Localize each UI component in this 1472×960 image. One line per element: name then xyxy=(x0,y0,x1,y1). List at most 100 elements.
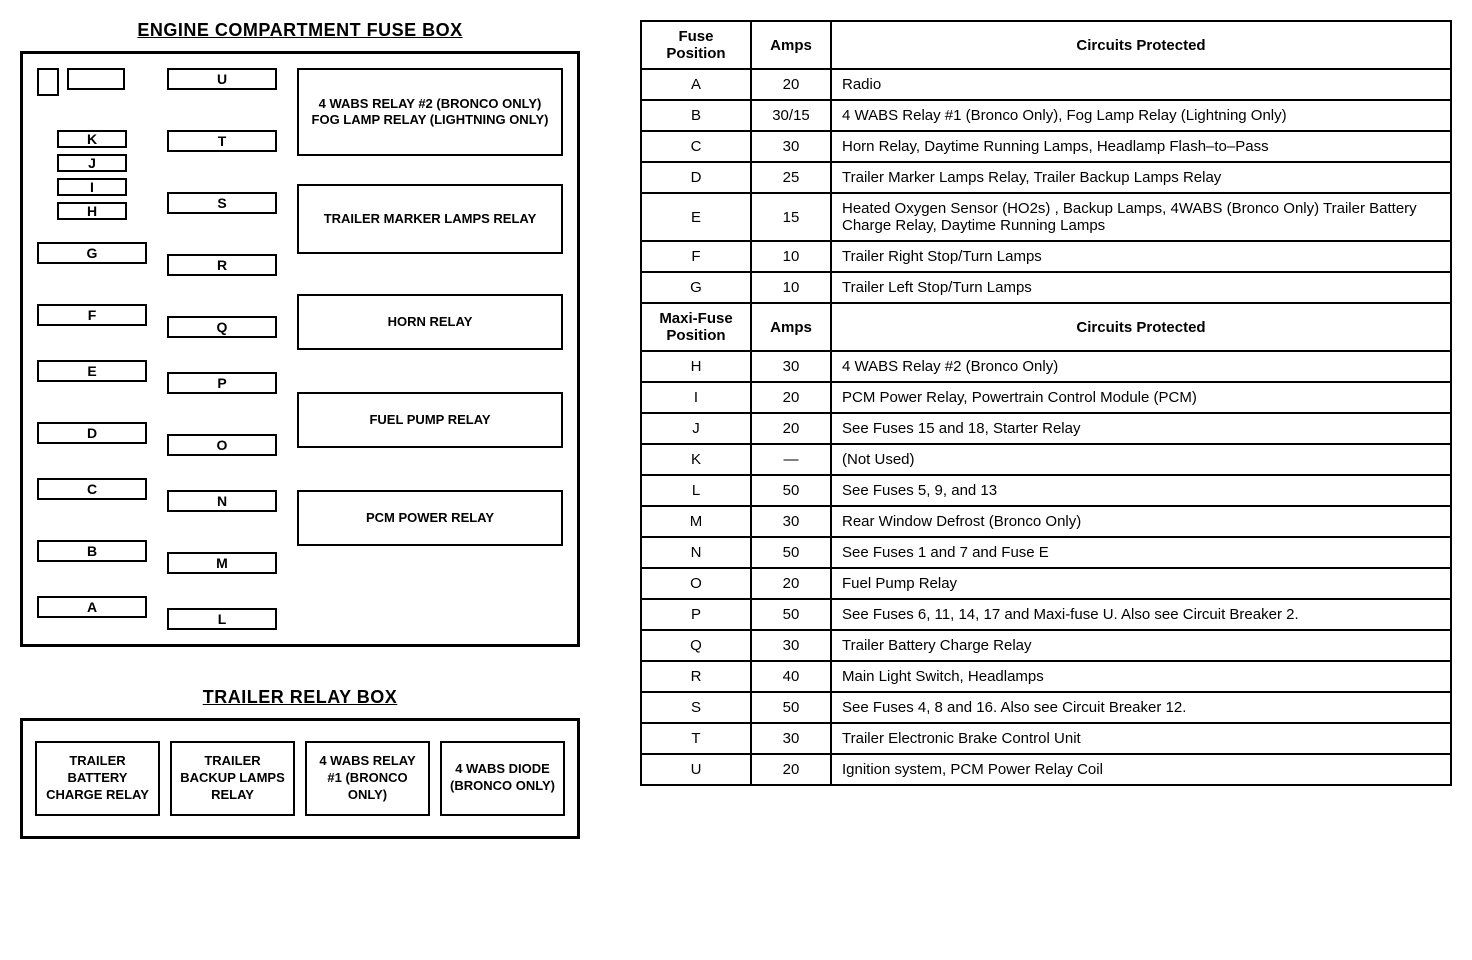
trailer-relay-wabs-diode: 4 WABS DIODE (BRONCO ONLY) xyxy=(440,741,565,816)
table-row: G10Trailer Left Stop/Turn Lamps xyxy=(641,272,1451,303)
table-row: F10Trailer Right Stop/Turn Lamps xyxy=(641,241,1451,272)
cell-desc: Fuel Pump Relay xyxy=(831,568,1451,599)
cell-desc: Trailer Marker Lamps Relay, Trailer Back… xyxy=(831,162,1451,193)
cell-position: E xyxy=(641,193,751,241)
cell-desc: Trailer Battery Charge Relay xyxy=(831,630,1451,661)
fuse-slot-r: R xyxy=(167,254,277,276)
fuse-slot-c: C xyxy=(37,478,147,500)
cell-desc: 4 WABS Relay #2 (Bronco Only) xyxy=(831,351,1451,382)
trailer-box-title: TRAILER RELAY BOX xyxy=(20,687,580,708)
fuse-slot-p: P xyxy=(167,372,277,394)
fuse-slot-b: B xyxy=(37,540,147,562)
fuse-slot-e: E xyxy=(37,360,147,382)
cell-amps: 20 xyxy=(751,69,831,100)
cell-position: N xyxy=(641,537,751,568)
fuse-slot-q: Q xyxy=(167,316,277,338)
cell-position: B xyxy=(641,100,751,131)
fuse-slot-o: O xyxy=(167,434,277,456)
cell-amps: 50 xyxy=(751,537,831,568)
table-row: M30Rear Window Defrost (Bronco Only) xyxy=(641,506,1451,537)
cell-desc: Heated Oxygen Sensor (HO2s) , Backup Lam… xyxy=(831,193,1451,241)
cell-desc: See Fuses 5, 9, and 13 xyxy=(831,475,1451,506)
cell-position: R xyxy=(641,661,751,692)
table-row: U20Ignition system, PCM Power Relay Coil xyxy=(641,754,1451,785)
table-row: C30Horn Relay, Daytime Running Lamps, He… xyxy=(641,131,1451,162)
cell-desc: Main Light Switch, Headlamps xyxy=(831,661,1451,692)
cell-amps: 30 xyxy=(751,131,831,162)
fuse-slot-a: A xyxy=(37,596,147,618)
table-row: B30/154 WABS Relay #1 (Bronco Only), Fog… xyxy=(641,100,1451,131)
cell-amps: 25 xyxy=(751,162,831,193)
fuse-slot-t: T xyxy=(167,130,277,152)
cell-position: L xyxy=(641,475,751,506)
cell-amps: 20 xyxy=(751,382,831,413)
th-fuse-position: Fuse Position xyxy=(641,21,751,69)
engine-fuse-box: K J I H G F E D C xyxy=(20,51,580,647)
fuse-slot-l: L xyxy=(167,608,277,630)
cell-desc: See Fuses 15 and 18, Starter Relay xyxy=(831,413,1451,444)
cell-position: M xyxy=(641,506,751,537)
table-row: L50See Fuses 5, 9, and 13 xyxy=(641,475,1451,506)
cell-amps: — xyxy=(751,444,831,475)
cell-amps: 30/15 xyxy=(751,100,831,131)
cell-amps: 50 xyxy=(751,475,831,506)
relay-horn: HORN RELAY xyxy=(297,294,563,350)
cell-desc: PCM Power Relay, Powertrain Control Modu… xyxy=(831,382,1451,413)
table-row: A20Radio xyxy=(641,69,1451,100)
table-row: T30Trailer Electronic Brake Control Unit xyxy=(641,723,1451,754)
cell-position: S xyxy=(641,692,751,723)
th-amps: Amps xyxy=(751,21,831,69)
table-row: P50See Fuses 6, 11, 14, 17 and Maxi-fuse… xyxy=(641,599,1451,630)
cell-position: I xyxy=(641,382,751,413)
fuse-slot-m: M xyxy=(167,552,277,574)
fuse-slot-i: I xyxy=(57,178,127,196)
cell-amps: 40 xyxy=(751,661,831,692)
table-row: K—(Not Used) xyxy=(641,444,1451,475)
table-row: D25Trailer Marker Lamps Relay, Trailer B… xyxy=(641,162,1451,193)
cell-position: O xyxy=(641,568,751,599)
cell-amps: 20 xyxy=(751,754,831,785)
engine-box-title: ENGINE COMPARTMENT FUSE BOX xyxy=(20,20,580,41)
table-row: O20Fuel Pump Relay xyxy=(641,568,1451,599)
fuse-slot-n: N xyxy=(167,490,277,512)
fuse-slot-d: D xyxy=(37,422,147,444)
relay-wabs2: 4 WABS RELAY #2 (BRONCO ONLY) FOG LAMP R… xyxy=(297,68,563,156)
relay-trailer-marker: TRAILER MARKER LAMPS RELAY xyxy=(297,184,563,254)
fuse-slot-k: K xyxy=(57,130,127,148)
cell-position: T xyxy=(641,723,751,754)
trailer-relay-box: TRAILER BATTERY CHARGE RELAY TRAILER BAC… xyxy=(20,718,580,839)
trailer-relay-wabs1: 4 WABS RELAY #1 (BRONCO ONLY) xyxy=(305,741,430,816)
cell-position: Q xyxy=(641,630,751,661)
table-row: I20PCM Power Relay, Powertrain Control M… xyxy=(641,382,1451,413)
table-row: R40Main Light Switch, Headlamps xyxy=(641,661,1451,692)
trailer-relay-backup: TRAILER BACKUP LAMPS RELAY xyxy=(170,741,295,816)
cell-desc: See Fuses 6, 11, 14, 17 and Maxi-fuse U.… xyxy=(831,599,1451,630)
cell-amps: 30 xyxy=(751,723,831,754)
cell-amps: 50 xyxy=(751,692,831,723)
blank-slot xyxy=(67,68,125,90)
cell-position: J xyxy=(641,413,751,444)
fuse-slot-f: F xyxy=(37,304,147,326)
cell-desc: Radio xyxy=(831,69,1451,100)
th-maxifuse-position: Maxi-Fuse Position xyxy=(641,303,751,351)
fuse-slot-g: G xyxy=(37,242,147,264)
th-circuits: Circuits Protected xyxy=(831,21,1451,69)
th-amps-2: Amps xyxy=(751,303,831,351)
cell-desc: (Not Used) xyxy=(831,444,1451,475)
cell-amps: 10 xyxy=(751,241,831,272)
cell-desc: Trailer Electronic Brake Control Unit xyxy=(831,723,1451,754)
fuse-slot-j: J xyxy=(57,154,127,172)
relay-fuel-pump: FUEL PUMP RELAY xyxy=(297,392,563,448)
blank-slot xyxy=(37,68,59,96)
cell-position: U xyxy=(641,754,751,785)
table-row: S50See Fuses 4, 8 and 16. Also see Circu… xyxy=(641,692,1451,723)
cell-desc: 4 WABS Relay #1 (Bronco Only), Fog Lamp … xyxy=(831,100,1451,131)
cell-amps: 20 xyxy=(751,413,831,444)
table-row: Q30Trailer Battery Charge Relay xyxy=(641,630,1451,661)
cell-desc: Trailer Left Stop/Turn Lamps xyxy=(831,272,1451,303)
cell-desc: Rear Window Defrost (Bronco Only) xyxy=(831,506,1451,537)
table-row: E15Heated Oxygen Sensor (HO2s) , Backup … xyxy=(641,193,1451,241)
fuse-slot-s: S xyxy=(167,192,277,214)
th-circuits-2: Circuits Protected xyxy=(831,303,1451,351)
cell-position: G xyxy=(641,272,751,303)
